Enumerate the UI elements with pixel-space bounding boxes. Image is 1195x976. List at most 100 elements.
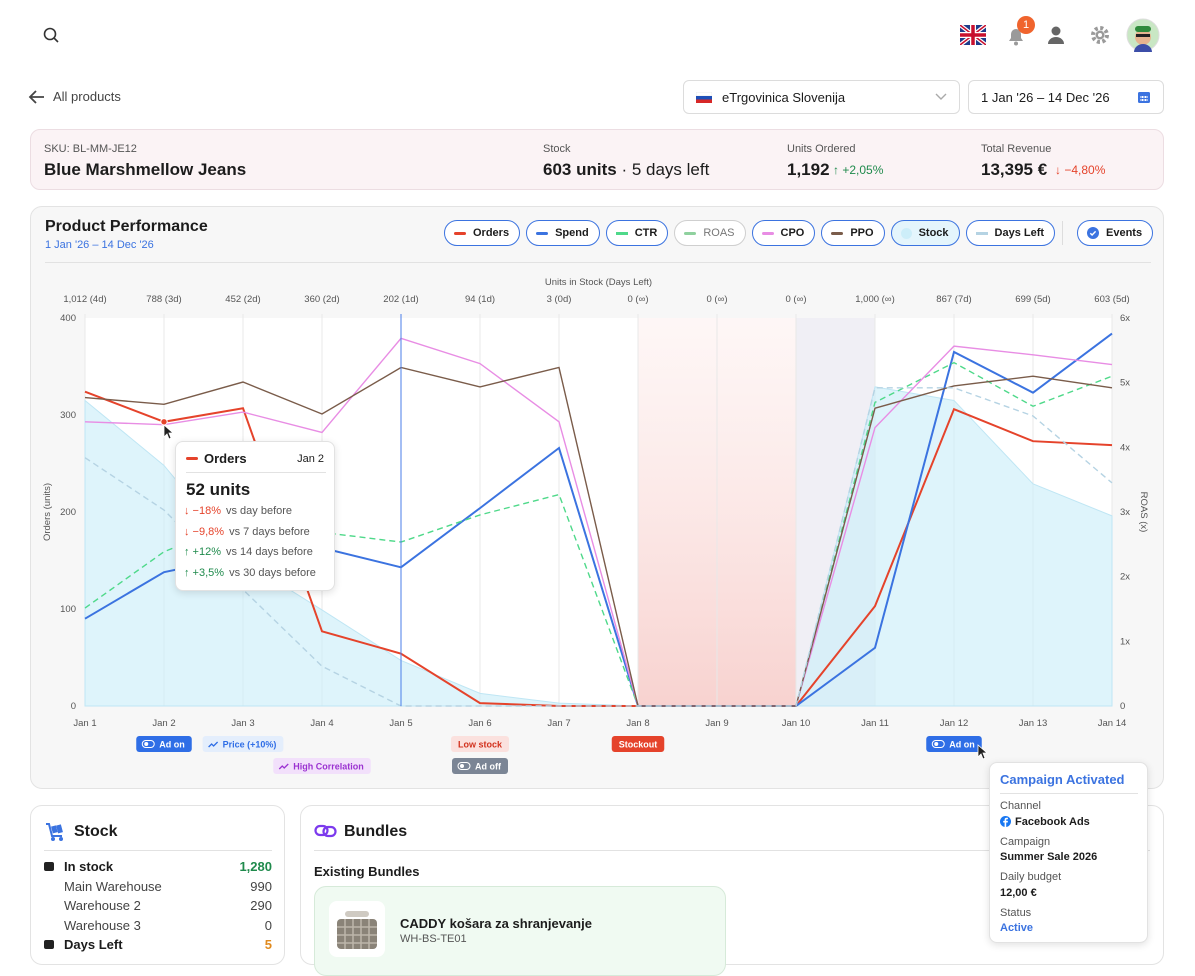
legend-swatch	[900, 227, 912, 239]
x-tick-label: Jan 2	[152, 718, 175, 729]
event-badge[interactable]: Ad on	[926, 736, 982, 752]
chart: Jan 1 1,012 (4d) Jan 2 788 (3d) Jan 3 452 (2d…	[42, 277, 1149, 774]
event-badge[interactable]: Stockout	[611, 736, 665, 752]
row-icon	[44, 862, 54, 871]
x-tick-label: Jan 12	[940, 718, 969, 729]
event-label: Low stock	[458, 740, 503, 750]
legend-item[interactable]: Orders	[444, 220, 521, 246]
legend-item[interactable]: Stock	[890, 220, 960, 246]
separator	[314, 850, 1150, 851]
legend-item[interactable]: CPO	[751, 220, 816, 246]
event-badge[interactable]: Low stock	[450, 736, 510, 752]
tooltip-line: ↓ −18% vs day before	[184, 505, 316, 526]
tooltip-value: 52 units	[186, 480, 251, 499]
bundles-title: Bundles	[344, 823, 408, 840]
bundle-sku: WH-BS-TE01	[400, 933, 467, 945]
events-toggle[interactable]: Events	[1077, 220, 1154, 246]
legend-label: Spend	[555, 227, 589, 239]
search-icon[interactable]	[40, 24, 62, 46]
check-icon	[1087, 227, 1099, 239]
x-tick-label: Jan 11	[861, 718, 889, 729]
basket	[337, 911, 377, 949]
top-label: 867 (7d)	[936, 294, 971, 305]
y2-tick-label: 6x	[1120, 313, 1130, 324]
event-badge[interactable]: Price (+10%)	[202, 736, 284, 752]
y-axis-title: Orders (units)	[42, 483, 53, 541]
tooltip-change: ↓ −9,8%	[184, 525, 225, 538]
stock-row-value: 0	[264, 917, 272, 933]
top-label: 202 (1d)	[383, 294, 418, 305]
y2-tick-label: 2x	[1120, 572, 1130, 583]
legend-item[interactable]: ROAS	[674, 220, 746, 246]
bundles-subtitle: Existing Bundles	[314, 864, 420, 879]
legend-label: Orders	[473, 227, 510, 239]
campaign-popup: Campaign Activated Channel Facebook Ads …	[989, 762, 1148, 943]
event-icon	[278, 763, 289, 770]
budget-label: Daily budget	[1000, 871, 1062, 883]
stock-days: · 5 days left	[621, 160, 710, 179]
stock-row: Warehouse 2 290	[44, 898, 272, 918]
stock-row-value: 990	[250, 878, 272, 894]
event-label: Ad on	[949, 740, 975, 750]
date-picker[interactable]: 1 Jan '26 – 14 Dec '26	[968, 80, 1164, 114]
legend-label: Stock	[918, 227, 949, 239]
top-label: 360 (2d)	[304, 294, 339, 305]
chart-title: Product Performance	[45, 218, 208, 235]
cursor	[163, 424, 175, 440]
stock-title: Stock	[74, 823, 118, 840]
legend-item[interactable]: PPO	[821, 220, 885, 246]
event-bg	[450, 736, 510, 752]
settings-icon[interactable]	[1089, 24, 1111, 46]
tooltip-text: vs 7 days before	[229, 525, 310, 538]
back-link[interactable]: All products	[53, 89, 121, 104]
stock-row-value: 290	[250, 898, 272, 913]
event-bg	[273, 758, 371, 774]
store-select[interactable]: eTrgovinica Slovenija	[683, 80, 960, 114]
legend-item[interactable]: CTR	[605, 220, 669, 246]
event-badge[interactable]: Ad off	[452, 758, 508, 774]
event-icon	[208, 741, 219, 748]
stock-label: Stock	[543, 143, 571, 155]
legend-label: CPO	[780, 227, 805, 239]
top-label: 788 (3d)	[146, 294, 181, 305]
back-arrow[interactable]	[28, 88, 46, 106]
separator	[186, 472, 326, 473]
stock-rows: In stock 1,280 Main Warehouse 990 Warehouse …	[44, 859, 272, 957]
channel: Facebook Ads	[1015, 816, 1090, 828]
y-tick-label: 400	[60, 313, 76, 324]
x-tick-label: Jan 3	[231, 718, 254, 729]
product-name: Blue Marshmellow Jeans	[44, 160, 247, 179]
revenue-label: Total Revenue	[981, 143, 1052, 155]
legend-item[interactable]: Spend	[526, 220, 600, 246]
popup-title: Campaign Activated	[1000, 772, 1125, 787]
event-badge[interactable]: High Correlation	[273, 758, 371, 774]
product-bar: SKU: BL-MM-JE12 Blue Marshmellow Jeans S…	[30, 129, 1164, 190]
bundles-icon	[314, 824, 337, 838]
event-badge[interactable]: Ad on	[136, 736, 192, 752]
event-label: Stockout	[619, 740, 658, 750]
row-icon	[44, 940, 54, 949]
legend-item[interactable]: Days Left	[965, 220, 1056, 246]
y2-tick-label: 3x	[1120, 507, 1130, 518]
status: Active	[1000, 922, 1034, 934]
toggle-knob	[144, 742, 149, 746]
slovenia-flag	[696, 91, 712, 103]
x-tick-label: Jan 14	[1098, 718, 1127, 729]
user-icon[interactable]	[1046, 24, 1070, 46]
stock-row-label: Main Warehouse	[64, 878, 162, 894]
page: {"header": {"notifications": "1"}, "nav"…	[28, 16, 1164, 976]
stock-row-label: Warehouse 3	[64, 917, 141, 933]
legend-label: ROAS	[703, 227, 735, 239]
page-body: 1 All products eTrgovinica Slovenija 1 J…	[28, 16, 1164, 976]
avatar[interactable]	[1126, 18, 1160, 52]
chevron	[935, 93, 947, 100]
event-label: Ad on	[159, 740, 185, 750]
tooltip: Orders Jan 2 52 units ↓ −18% vs day befor…	[175, 441, 335, 591]
legend-label: Days Left	[994, 227, 1045, 239]
stock-row: Warehouse 3 0	[44, 918, 272, 938]
top-label: 0 (∞)	[627, 294, 648, 305]
toggle-knob	[460, 764, 464, 768]
language-flag[interactable]	[960, 25, 986, 45]
separator	[45, 262, 1151, 263]
x-tick-label: Jan 8	[626, 718, 649, 729]
